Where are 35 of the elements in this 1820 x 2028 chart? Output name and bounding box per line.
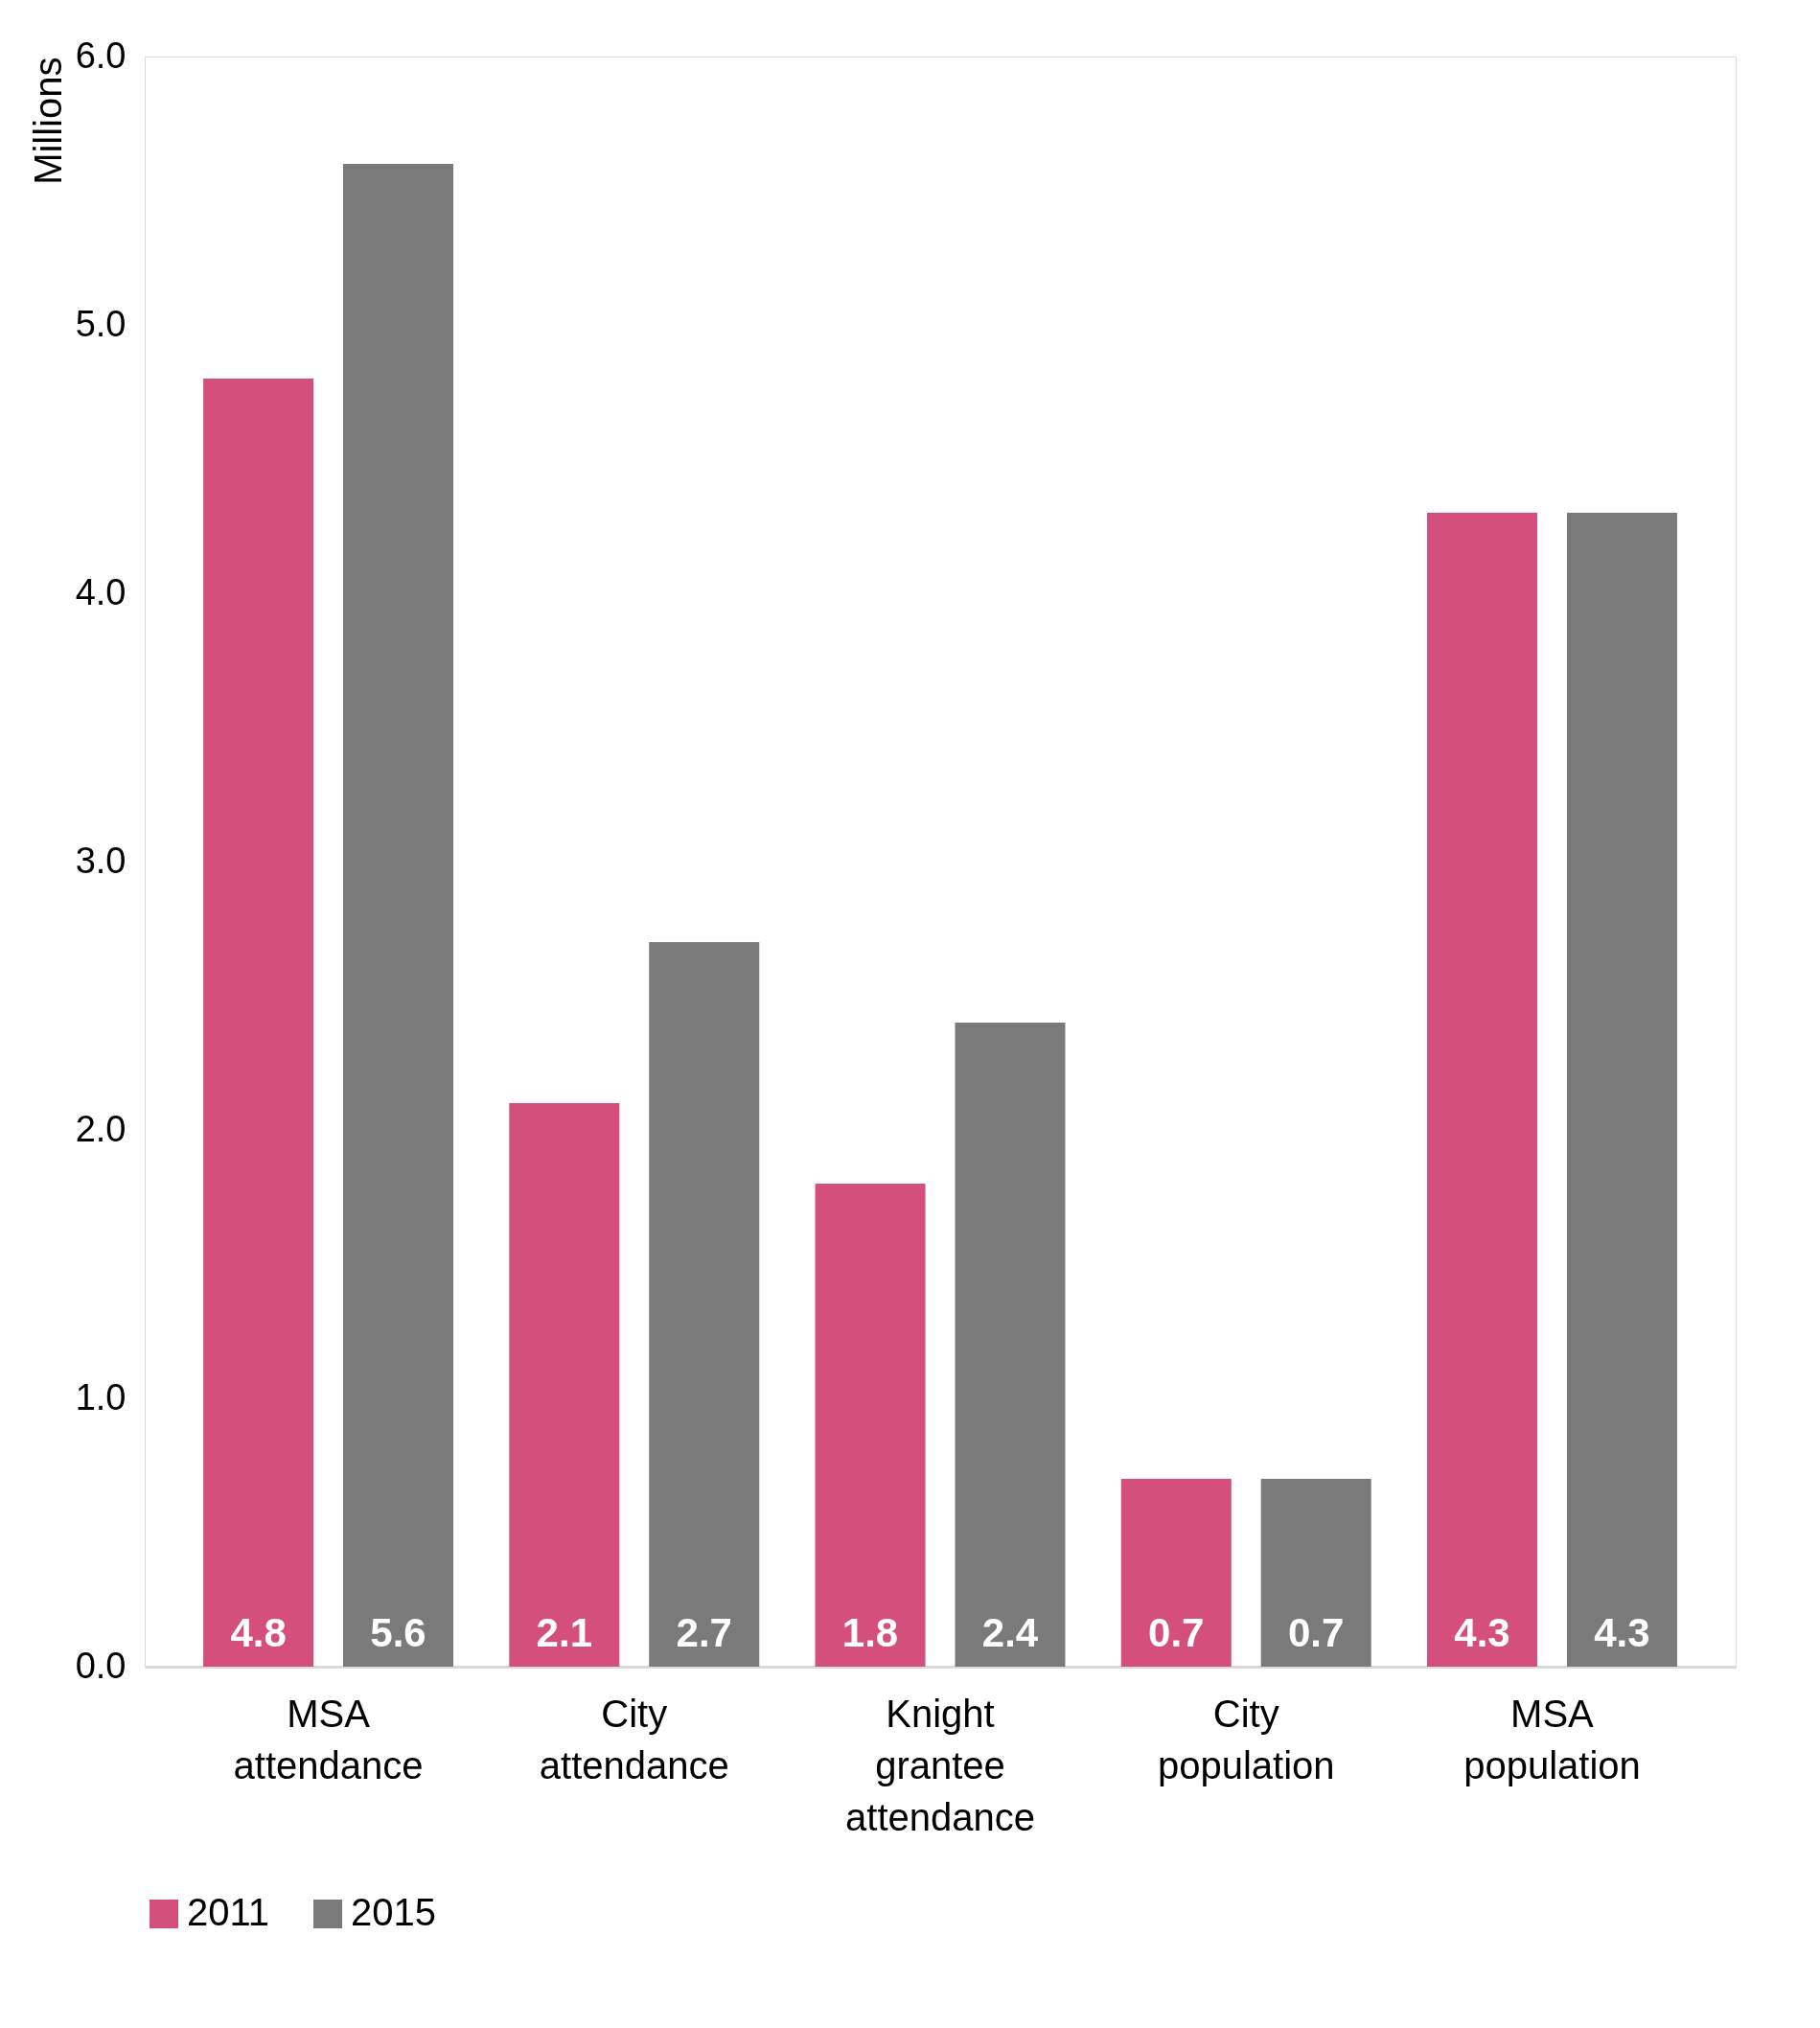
- bar: [955, 1023, 1066, 1667]
- x-tick-label: City population: [1157, 1692, 1335, 1786]
- y-tick-label: 1.0: [75, 1376, 127, 1417]
- y-tick-label: 5.0: [75, 303, 127, 344]
- y-axis-title: Millions: [26, 57, 69, 185]
- data-label: 0.7: [1148, 1610, 1205, 1655]
- bar: [815, 1184, 926, 1667]
- data-label: 2.1: [536, 1610, 592, 1655]
- bar: [1260, 1479, 1371, 1667]
- bar: [203, 379, 314, 1667]
- bar: [343, 164, 454, 1667]
- y-tick-label: 3.0: [75, 840, 127, 881]
- data-label: 4.8: [230, 1610, 287, 1655]
- data-label: 4.3: [1594, 1610, 1650, 1655]
- data-label: 1.8: [841, 1610, 899, 1655]
- legend-label: 2015: [351, 1891, 436, 1933]
- y-tick-label: 2.0: [75, 1108, 127, 1149]
- legend-label: 2011: [187, 1891, 270, 1933]
- x-tick-label: MSA population: [1463, 1692, 1641, 1786]
- bar: [1566, 513, 1677, 1667]
- y-tick-label: 6.0: [75, 35, 127, 76]
- data-label: 5.6: [370, 1610, 426, 1655]
- data-label: 0.7: [1288, 1610, 1345, 1655]
- bar: [649, 942, 760, 1667]
- y-tick-label: 4.0: [75, 571, 127, 612]
- x-tick-label: Knight grantee attendance: [845, 1692, 1035, 1838]
- x-tick-label: City attendance: [539, 1692, 729, 1786]
- bar: [509, 1103, 620, 1667]
- bar: [1426, 513, 1537, 1667]
- data-label: 2.7: [676, 1610, 732, 1655]
- x-tick-label: MSA attendance: [233, 1692, 424, 1786]
- bar: [1120, 1479, 1232, 1667]
- data-label: 2.4: [981, 1610, 1039, 1655]
- y-tick-label: 0.0: [75, 1645, 127, 1686]
- data-label: 4.3: [1454, 1610, 1510, 1655]
